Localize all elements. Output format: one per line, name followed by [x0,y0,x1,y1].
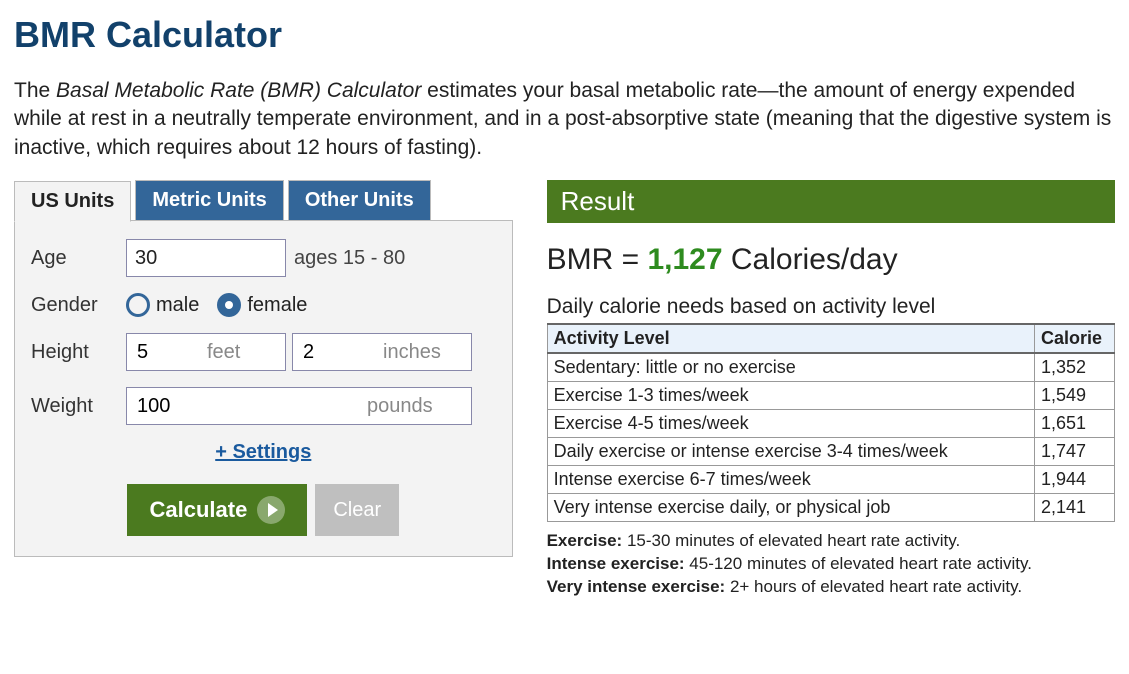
calorie-cell: 1,747 [1035,438,1115,466]
activity-cell: Exercise 1-3 times/week [547,382,1034,410]
calorie-cell: 2,141 [1035,494,1115,522]
activity-cell: Daily exercise or intense exercise 3-4 t… [547,438,1034,466]
definitions: Exercise: 15-30 minutes of elevated hear… [547,530,1115,599]
height-inches-input[interactable] [299,335,379,369]
calorie-cell: 1,549 [1035,382,1115,410]
unit-tabs: US Units Metric Units Other Units [14,180,513,221]
bmr-value: 1,127 [647,243,722,276]
bmr-unit: Calories/day [723,243,898,276]
calorie-cell: 1,352 [1035,353,1115,382]
weight-box: pounds [126,387,472,425]
form-column: US Units Metric Units Other Units Age ag… [14,180,513,557]
gender-label: Gender [31,294,126,317]
female-label: female [247,294,307,317]
male-label: male [156,294,199,317]
radio-female[interactable]: female [217,293,307,317]
col-activity: Activity Level [547,324,1034,353]
weight-input[interactable] [133,389,363,423]
table-row: Exercise 1-3 times/week1,549 [547,382,1114,410]
height-feet-box: feet [126,333,286,371]
result-column: Result BMR = 1,127 Calories/day Daily ca… [547,180,1115,599]
form-panel: Age ages 15 - 80 Gender male female Heig… [14,220,513,557]
intro-prefix: The [14,79,56,102]
activity-cell: Sedentary: little or no exercise [547,353,1034,382]
calorie-cell: 1,651 [1035,410,1115,438]
clear-button[interactable]: Clear [315,484,399,536]
page-title: BMR Calculator [14,14,1115,56]
def-intense-text: 45-120 minutes of elevated heart rate ac… [685,554,1032,573]
calculate-label: Calculate [149,497,247,523]
weight-label: Weight [31,395,126,418]
radio-circle-icon [126,293,150,317]
activity-table-caption: Daily calorie needs based on activity le… [547,295,1115,319]
feet-suffix: feet [207,341,240,364]
table-row: Sedentary: little or no exercise1,352 [547,353,1114,382]
height-feet-input[interactable] [133,335,203,369]
def-very-label: Very intense exercise: [547,577,726,596]
play-icon [257,496,285,524]
result-heading: Result [547,180,1115,223]
tab-us-units[interactable]: US Units [14,181,131,222]
activity-cell: Intense exercise 6-7 times/week [547,466,1034,494]
age-input[interactable] [126,239,286,277]
activity-table-body: Sedentary: little or no exercise1,352Exe… [547,353,1114,522]
radio-male[interactable]: male [126,293,199,317]
activity-cell: Exercise 4-5 times/week [547,410,1034,438]
def-very-text: 2+ hours of elevated heart rate activity… [725,577,1022,596]
radio-circle-icon [217,293,241,317]
bmr-result-line: BMR = 1,127 Calories/day [547,243,1115,277]
calculate-button[interactable]: Calculate [127,484,307,536]
intro-italic: Basal Metabolic Rate (BMR) Calculator [56,79,421,102]
table-row: Intense exercise 6-7 times/week1,944 [547,466,1114,494]
bmr-label: BMR = [547,243,648,276]
activity-cell: Very intense exercise daily, or physical… [547,494,1034,522]
settings-link[interactable]: + Settings [31,441,496,464]
pounds-suffix: pounds [367,395,433,418]
tab-metric-units[interactable]: Metric Units [135,180,283,221]
height-label: Height [31,341,126,364]
height-inches-box: inches [292,333,472,371]
table-row: Exercise 4-5 times/week1,651 [547,410,1114,438]
intro-text: The Basal Metabolic Rate (BMR) Calculato… [14,77,1115,162]
def-exercise-label: Exercise: [547,531,623,550]
inches-suffix: inches [383,341,441,364]
table-row: Daily exercise or intense exercise 3-4 t… [547,438,1114,466]
activity-table: Activity Level Calorie Sedentary: little… [547,323,1115,522]
tab-other-units[interactable]: Other Units [288,180,431,221]
age-hint: ages 15 - 80 [294,247,405,270]
table-row: Very intense exercise daily, or physical… [547,494,1114,522]
def-exercise-text: 15-30 minutes of elevated heart rate act… [622,531,960,550]
col-calorie: Calorie [1035,324,1115,353]
calorie-cell: 1,944 [1035,466,1115,494]
def-intense-label: Intense exercise: [547,554,685,573]
age-label: Age [31,247,126,270]
